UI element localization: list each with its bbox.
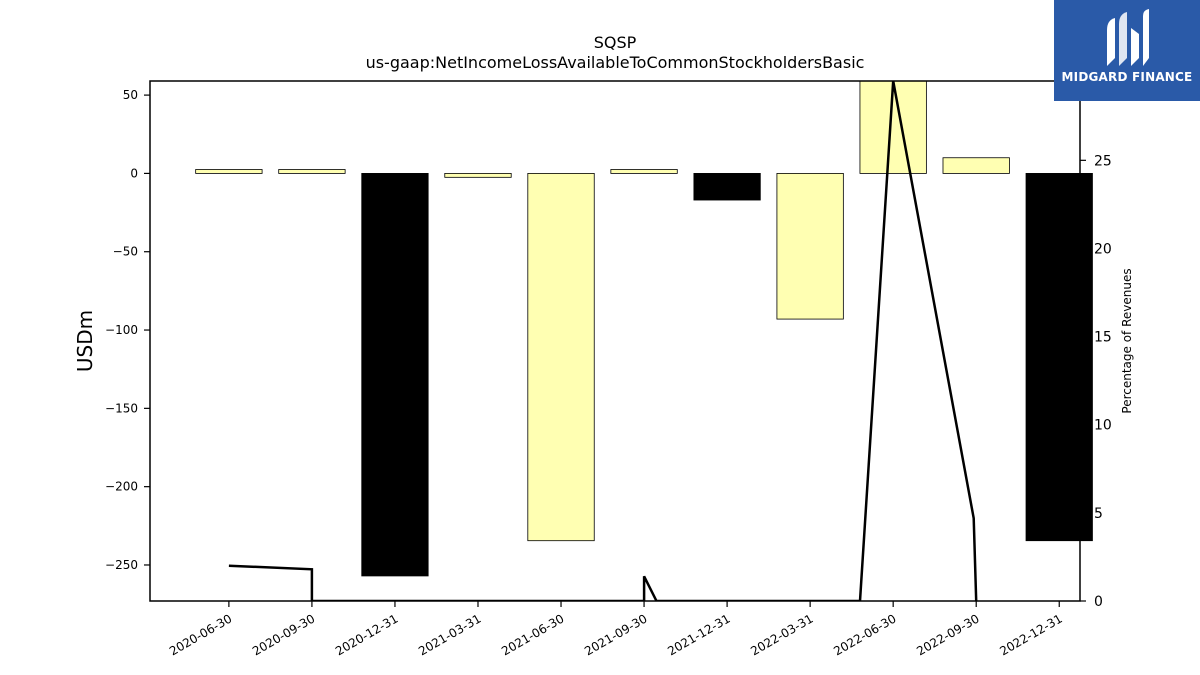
y-tick-label-left: 50 <box>123 88 138 102</box>
y-axis-label-right: Percentage of Revenues <box>1120 268 1134 413</box>
y-axis-label-left: USDm <box>73 310 97 372</box>
x-tick-label: 2022-03-31 <box>748 611 815 658</box>
bar-2020-12-31 <box>361 173 429 577</box>
y-tick-label-left: −50 <box>113 245 138 259</box>
x-tick-label: 2020-12-31 <box>333 611 400 658</box>
percentage-line-group <box>228 80 978 601</box>
y-tick-label-left: −150 <box>105 401 138 415</box>
x-tick-label: 2021-12-31 <box>665 611 732 658</box>
y-axis-left: 50 0 −50 −100 −150 −200 −250 <box>105 88 150 572</box>
bar-2022-09-30 <box>942 157 1010 174</box>
x-tick-label: 2021-06-30 <box>499 611 566 658</box>
y-tick-label-left: −200 <box>105 480 138 494</box>
chart-title: SQSP <box>594 33 637 52</box>
bar-2022-03-31 <box>776 173 844 320</box>
x-tick-label: 2022-12-31 <box>997 611 1064 658</box>
x-tick-label: 2020-06-30 <box>167 611 234 658</box>
brand-name: MIDGARD FINANCE <box>1061 70 1193 84</box>
y-tick-label-right: 25 <box>1094 153 1112 169</box>
bar-2021-06-30 <box>527 173 595 542</box>
y-tick-label-right: 20 <box>1094 241 1112 257</box>
chart-subtitle: us-gaap:NetIncomeLossAvailableToCommonSt… <box>366 53 865 72</box>
x-axis: 2020-06-30 2020-09-30 2020-12-31 2021-03-31… <box>167 601 1065 658</box>
midgard-logo-icon <box>1107 9 1149 66</box>
y-tick-label-left: −250 <box>105 558 138 572</box>
y-tick-label-left: −100 <box>105 323 138 337</box>
bar-2021-09-30 <box>610 169 678 174</box>
plot-frame <box>149 80 1081 602</box>
y-tick-label-left: 0 <box>130 166 138 180</box>
y-tick-label-right: 15 <box>1094 330 1112 346</box>
bar-2022-12-31 <box>1025 173 1093 542</box>
y-tick-label-right: 0 <box>1094 594 1103 610</box>
x-tick-label: 2021-03-31 <box>416 611 483 658</box>
bar-2020-06-30 <box>195 169 263 174</box>
bar-2020-09-30 <box>278 169 346 174</box>
brand-logo: MIDGARD FINANCE <box>1054 0 1200 101</box>
x-tick-label: 2020-09-30 <box>250 611 317 658</box>
y-axis-right: 0 5 10 15 20 25 <box>1080 153 1112 610</box>
y-tick-label-right: 10 <box>1094 418 1112 434</box>
bar-2021-03-31 <box>444 173 512 178</box>
bars-group <box>195 80 1093 577</box>
y-tick-label-right: 5 <box>1094 506 1103 522</box>
x-tick-label: 2022-09-30 <box>914 611 981 658</box>
x-tick-label: 2022-06-30 <box>831 611 898 658</box>
percentage-of-revenues-line <box>228 80 978 601</box>
bar-2021-12-31 <box>693 173 761 201</box>
x-tick-label: 2021-09-30 <box>582 611 649 658</box>
